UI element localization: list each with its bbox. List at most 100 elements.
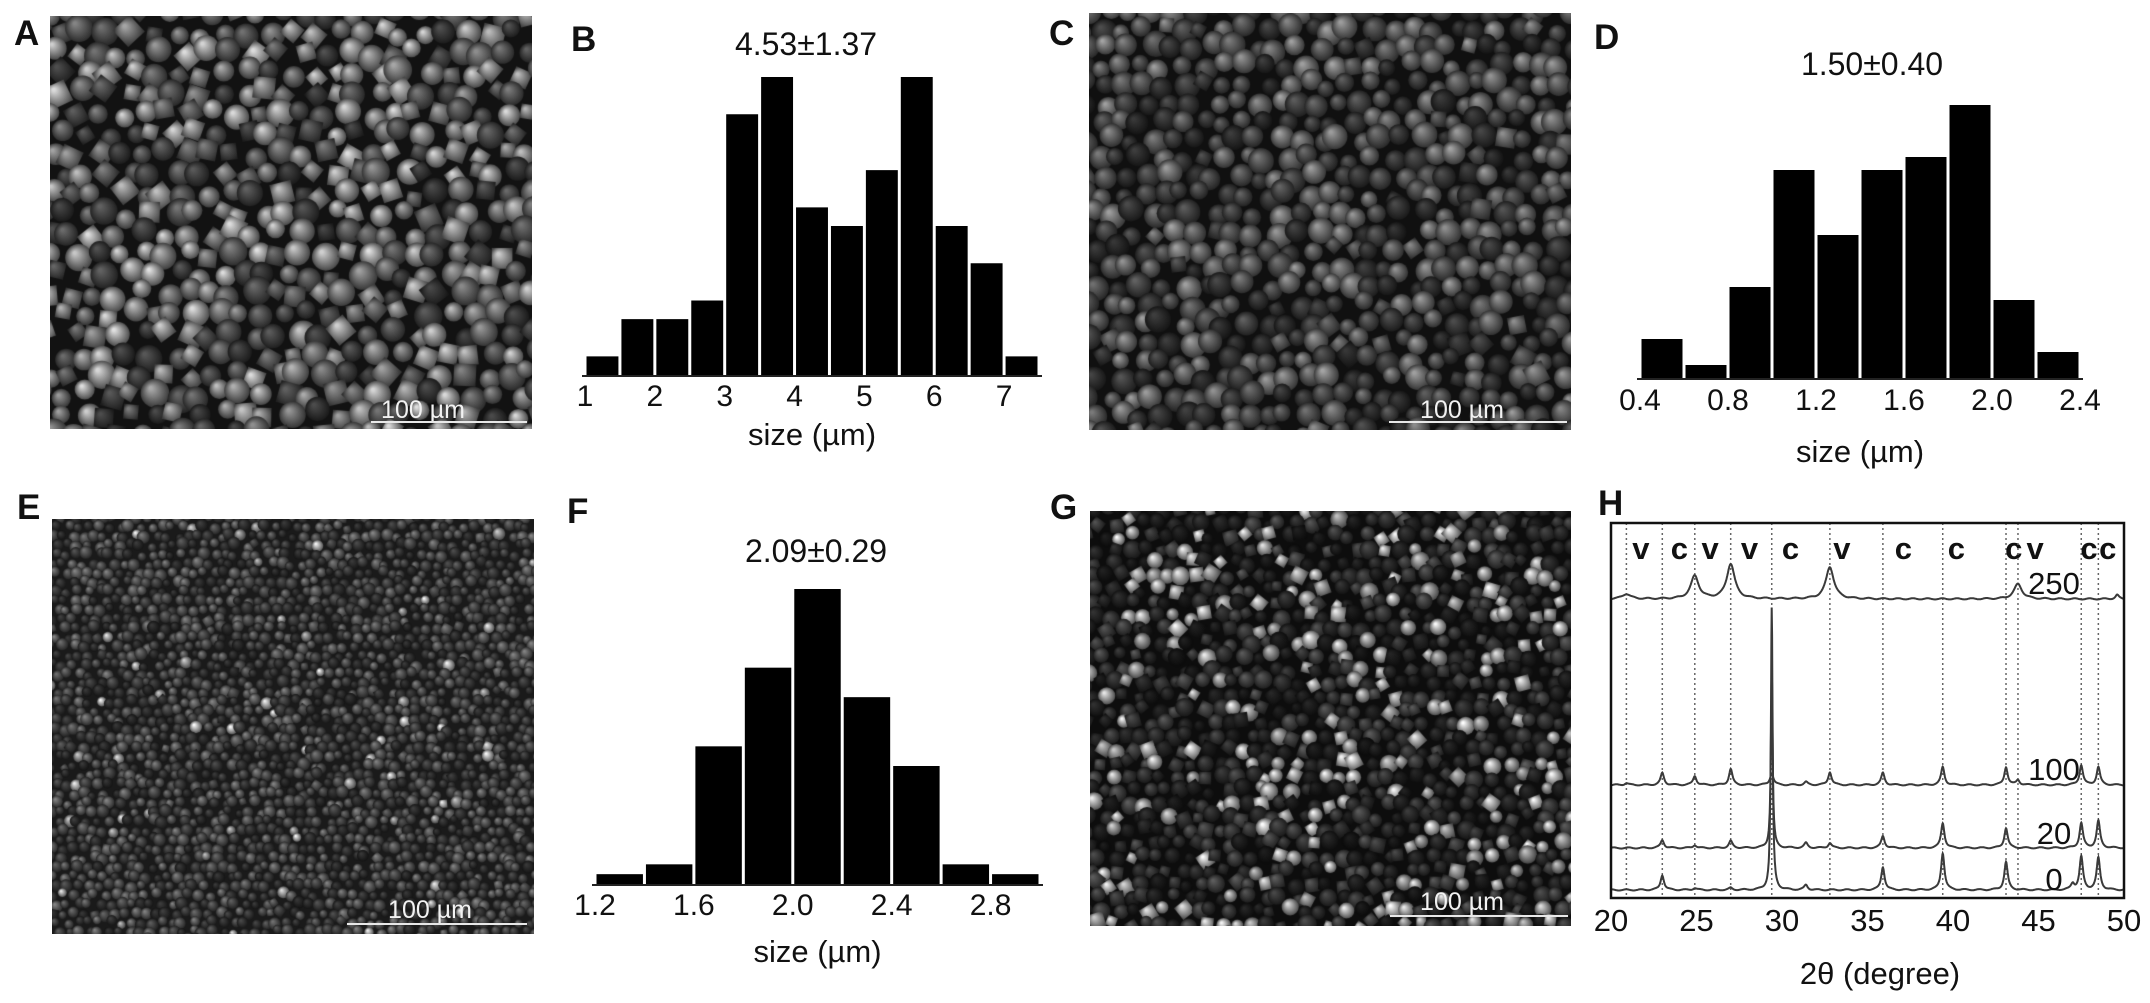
phase-marker-label: v: [2026, 531, 2044, 566]
chart-b: 1 2 3 4 5 6 7 4.53±1.37 size (µm): [577, 26, 1042, 452]
histogram-bar: [794, 589, 841, 884]
histogram-bar: [2037, 352, 2079, 378]
x-tick-label: 7: [996, 380, 1013, 413]
xrd-trace-20: [1610, 667, 2124, 850]
sem-image-c: 100 µm: [1089, 13, 1571, 430]
sem-image-a: 100 µm: [50, 16, 532, 429]
x-tick-label: 35: [1850, 903, 1884, 938]
histogram-bar: [830, 226, 863, 375]
x-tick-label: 50: [2107, 903, 2141, 938]
histogram-bar: [1773, 170, 1815, 378]
xrd-trace-250: [1611, 562, 2125, 601]
x-tick-label: 2.4: [2059, 384, 2101, 417]
x-tick-label: 20: [1594, 903, 1628, 938]
histogram-bar: [1005, 356, 1038, 375]
phase-marker-label: v: [1741, 531, 1759, 566]
x-tick-label: 5: [856, 380, 873, 413]
scale-bar-label: 100 µm: [388, 896, 472, 924]
x-tick-label: 1.2: [574, 889, 616, 922]
x-tick-label: 6: [926, 380, 943, 413]
x-tick-label: 2: [647, 380, 664, 413]
histogram-bar: [900, 77, 933, 375]
plot-frame: [1609, 521, 2126, 900]
phase-marker-label: c: [1671, 531, 1688, 566]
histogram-bar: [935, 226, 968, 375]
x-tick-label: 1.6: [1883, 384, 1925, 417]
x-axis-label: size (µm): [748, 417, 876, 452]
series-label: 20: [2037, 816, 2071, 851]
x-tick-label: 45: [2021, 903, 2055, 938]
series-label: 0: [2045, 862, 2062, 897]
panel-label-h: H: [1598, 484, 1624, 523]
x-tick-label: 30: [1765, 903, 1799, 938]
phase-marker-label: c: [2080, 531, 2097, 566]
histogram-bar: [1641, 339, 1683, 378]
phase-marker-label: v: [1632, 531, 1650, 566]
series-label: 100: [2028, 752, 2080, 787]
x-tick-label: 40: [1936, 903, 1970, 938]
histogram-bar: [1993, 300, 2035, 378]
chart-title: 1.50±0.40: [1801, 46, 1943, 82]
histogram-bar: [843, 697, 891, 884]
sem-micrograph: [52, 519, 534, 934]
x-tick-label: 1: [577, 380, 594, 413]
phase-marker-label: c: [1782, 531, 1799, 566]
phase-marker-label: v: [1702, 531, 1720, 566]
histogram-bar: [1685, 365, 1727, 378]
histogram-bar: [1861, 170, 1903, 378]
chart-title: 4.53±1.37: [735, 26, 877, 62]
histogram-bar: [796, 207, 828, 375]
sem-micrograph: [50, 16, 532, 429]
histogram-bar: [1817, 235, 1859, 378]
phase-marker-label: v: [1833, 531, 1851, 566]
chart-f: 1.2 1.6 2.0 2.4 2.8 2.09±0.29 size (µm): [574, 533, 1043, 969]
series-label: 250: [2028, 566, 2080, 601]
panel-label-f: F: [567, 492, 589, 531]
histogram-bar: [645, 864, 693, 884]
xrd-trace-100: [1610, 763, 2124, 787]
chart-d: 0.4 0.8 1.2 1.6 2.0 2.4 1.50±0.40 size (µm): [1619, 46, 2101, 469]
sem-image-g: 100 µm: [1090, 511, 1571, 926]
histogram-bar: [596, 874, 643, 884]
scale-bar: [1390, 915, 1568, 917]
histogram-bar: [621, 319, 654, 375]
x-tick-label: 4: [786, 380, 803, 413]
x-tick-label: 1.2: [1795, 384, 1837, 417]
histogram-bar: [656, 319, 689, 375]
phase-marker-label: c: [2005, 531, 2022, 566]
sem-image-e: 100 µm: [52, 519, 534, 934]
scale-bar: [371, 421, 527, 423]
x-tick-label: 3: [716, 380, 733, 413]
histogram-bar: [586, 356, 619, 375]
x-tick-label: 2.0: [772, 889, 814, 922]
x-tick-label: 1.6: [673, 889, 715, 922]
scale-bar-label: 100 µm: [381, 396, 465, 424]
histogram-bar: [1729, 287, 1771, 378]
x-axis-label: size (µm): [1796, 434, 1924, 469]
x-tick-label: 2.4: [871, 889, 913, 922]
x-axis-label: 2θ (degree): [1800, 956, 1960, 991]
histogram-bar: [970, 263, 1003, 375]
chart-title: 2.09±0.29: [745, 533, 887, 569]
sem-micrograph: [1089, 13, 1571, 430]
xrd-trace-0: [1611, 607, 2125, 892]
x-axis-label: size (µm): [753, 934, 881, 969]
scale-bar-label: 100 µm: [1420, 396, 1504, 424]
histogram-bar: [893, 766, 940, 884]
panel-label-b: B: [571, 20, 597, 59]
histogram-bar: [942, 864, 990, 884]
x-tick-label: 2.0: [1971, 384, 2013, 417]
histogram-bar: [691, 300, 724, 375]
panel-label-g: G: [1050, 488, 1078, 527]
histogram-bar: [744, 667, 792, 884]
x-tick-label: 2.8: [970, 889, 1012, 922]
scale-bar: [347, 923, 527, 925]
histogram-bar: [992, 874, 1039, 884]
histogram-bar: [726, 114, 759, 375]
sem-micrograph: [1090, 511, 1571, 926]
phase-marker-label: c: [1895, 531, 1912, 566]
histogram-bar: [865, 170, 898, 375]
histogram-bar: [761, 77, 794, 375]
